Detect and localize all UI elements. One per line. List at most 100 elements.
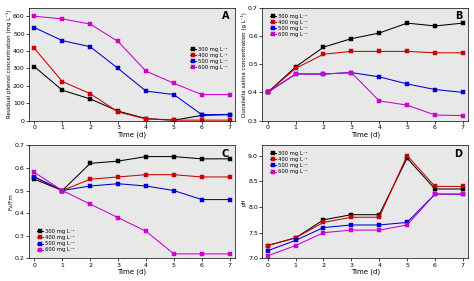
300 mg L⁻¹: [320, 46, 326, 49]
500 mg L⁻¹: [432, 192, 438, 196]
300 mg L⁻¹: [87, 97, 93, 101]
400 mg L⁻¹: [199, 175, 205, 179]
300 mg L⁻¹: [59, 89, 65, 92]
600 mg L⁻¹: [199, 252, 205, 255]
300 mg L⁻¹: [143, 155, 149, 158]
600 mg L⁻¹: [265, 254, 271, 257]
300 mg L⁻¹: [404, 157, 410, 160]
Line: 500 mg L⁻¹: 500 mg L⁻¹: [33, 175, 231, 201]
600 mg L⁻¹: [432, 192, 438, 196]
300 mg L⁻¹: [115, 159, 121, 163]
500 mg L⁻¹: [143, 184, 149, 188]
Line: 400 mg L⁻¹: 400 mg L⁻¹: [266, 154, 465, 247]
400 mg L⁻¹: [320, 53, 326, 56]
Y-axis label: Dunaliella salina concentration (g L⁻¹): Dunaliella salina concentration (g L⁻¹): [241, 12, 246, 117]
600 mg L⁻¹: [59, 189, 65, 192]
Text: B: B: [455, 11, 462, 21]
Legend: 300 mg L⁻¹, 400 mg L⁻¹, 500 mg L⁻¹, 600 mg L⁻¹: 300 mg L⁻¹, 400 mg L⁻¹, 500 mg L⁻¹, 600 …: [189, 46, 228, 71]
Line: 400 mg L⁻¹: 400 mg L⁻¹: [33, 47, 231, 122]
500 mg L⁻¹: [59, 39, 65, 42]
500 mg L⁻¹: [171, 189, 177, 192]
Legend: 300 mg L⁻¹, 400 mg L⁻¹, 500 mg L⁻¹, 600 mg L⁻¹: 300 mg L⁻¹, 400 mg L⁻¹, 500 mg L⁻¹, 600 …: [269, 150, 309, 175]
300 mg L⁻¹: [320, 218, 326, 221]
400 mg L⁻¹: [432, 51, 438, 55]
500 mg L⁻¹: [143, 89, 149, 93]
600 mg L⁻¹: [171, 81, 177, 85]
Line: 600 mg L⁻¹: 600 mg L⁻¹: [266, 71, 465, 117]
600 mg L⁻¹: [460, 114, 466, 117]
300 mg L⁻¹: [376, 213, 382, 216]
X-axis label: Time (d): Time (d): [118, 269, 146, 275]
300 mg L⁻¹: [32, 178, 37, 181]
400 mg L⁻¹: [265, 91, 271, 94]
600 mg L⁻¹: [376, 228, 382, 232]
400 mg L⁻¹: [143, 117, 149, 121]
300 mg L⁻¹: [404, 21, 410, 25]
600 mg L⁻¹: [320, 231, 326, 234]
400 mg L⁻¹: [404, 50, 410, 53]
500 mg L⁻¹: [227, 113, 232, 116]
400 mg L⁻¹: [171, 173, 177, 176]
Text: A: A: [221, 11, 229, 21]
400 mg L⁻¹: [59, 189, 65, 192]
400 mg L⁻¹: [293, 67, 299, 70]
300 mg L⁻¹: [348, 213, 354, 216]
500 mg L⁻¹: [320, 226, 326, 229]
400 mg L⁻¹: [115, 175, 121, 179]
500 mg L⁻¹: [432, 88, 438, 91]
500 mg L⁻¹: [59, 189, 65, 192]
Line: 300 mg L⁻¹: 300 mg L⁻¹: [266, 157, 465, 247]
Legend: 300 mg L⁻¹, 400 mg L⁻¹, 500 mg L⁻¹, 600 mg L⁻¹: 300 mg L⁻¹, 400 mg L⁻¹, 500 mg L⁻¹, 600 …: [269, 12, 309, 38]
400 mg L⁻¹: [376, 50, 382, 53]
Line: 500 mg L⁻¹: 500 mg L⁻¹: [266, 192, 465, 252]
400 mg L⁻¹: [87, 178, 93, 181]
400 mg L⁻¹: [59, 80, 65, 83]
300 mg L⁻¹: [171, 119, 177, 122]
300 mg L⁻¹: [171, 155, 177, 158]
500 mg L⁻¹: [199, 113, 205, 116]
300 mg L⁻¹: [143, 117, 149, 120]
Line: 400 mg L⁻¹: 400 mg L⁻¹: [266, 50, 465, 94]
Line: 300 mg L⁻¹: 300 mg L⁻¹: [33, 65, 231, 122]
300 mg L⁻¹: [59, 189, 65, 192]
600 mg L⁻¹: [432, 113, 438, 117]
600 mg L⁻¹: [199, 93, 205, 96]
400 mg L⁻¹: [227, 119, 232, 122]
300 mg L⁻¹: [293, 65, 299, 69]
600 mg L⁻¹: [227, 252, 232, 255]
500 mg L⁻¹: [265, 249, 271, 252]
300 mg L⁻¹: [227, 157, 232, 160]
500 mg L⁻¹: [460, 91, 466, 94]
400 mg L⁻¹: [404, 154, 410, 157]
500 mg L⁻¹: [227, 198, 232, 201]
500 mg L⁻¹: [115, 67, 121, 70]
600 mg L⁻¹: [376, 99, 382, 103]
500 mg L⁻¹: [460, 192, 466, 196]
600 mg L⁻¹: [293, 72, 299, 76]
Line: 600 mg L⁻¹: 600 mg L⁻¹: [33, 171, 231, 256]
X-axis label: Time (d): Time (d): [351, 131, 380, 138]
500 mg L⁻¹: [32, 175, 37, 179]
600 mg L⁻¹: [348, 71, 354, 74]
300 mg L⁻¹: [227, 113, 232, 116]
600 mg L⁻¹: [171, 252, 177, 255]
600 mg L⁻¹: [348, 228, 354, 232]
500 mg L⁻¹: [199, 198, 205, 201]
500 mg L⁻¹: [87, 184, 93, 188]
500 mg L⁻¹: [293, 72, 299, 76]
Line: 300 mg L⁻¹: 300 mg L⁻¹: [266, 21, 465, 94]
400 mg L⁻¹: [171, 119, 177, 122]
600 mg L⁻¹: [320, 72, 326, 76]
500 mg L⁻¹: [404, 82, 410, 86]
500 mg L⁻¹: [32, 26, 37, 29]
300 mg L⁻¹: [348, 37, 354, 40]
500 mg L⁻¹: [171, 93, 177, 96]
400 mg L⁻¹: [432, 185, 438, 188]
400 mg L⁻¹: [265, 244, 271, 247]
400 mg L⁻¹: [293, 236, 299, 239]
300 mg L⁻¹: [460, 21, 466, 25]
Y-axis label: Fv/Fm: Fv/Fm: [9, 193, 13, 210]
600 mg L⁻¹: [460, 192, 466, 196]
600 mg L⁻¹: [32, 171, 37, 174]
300 mg L⁻¹: [265, 244, 271, 247]
